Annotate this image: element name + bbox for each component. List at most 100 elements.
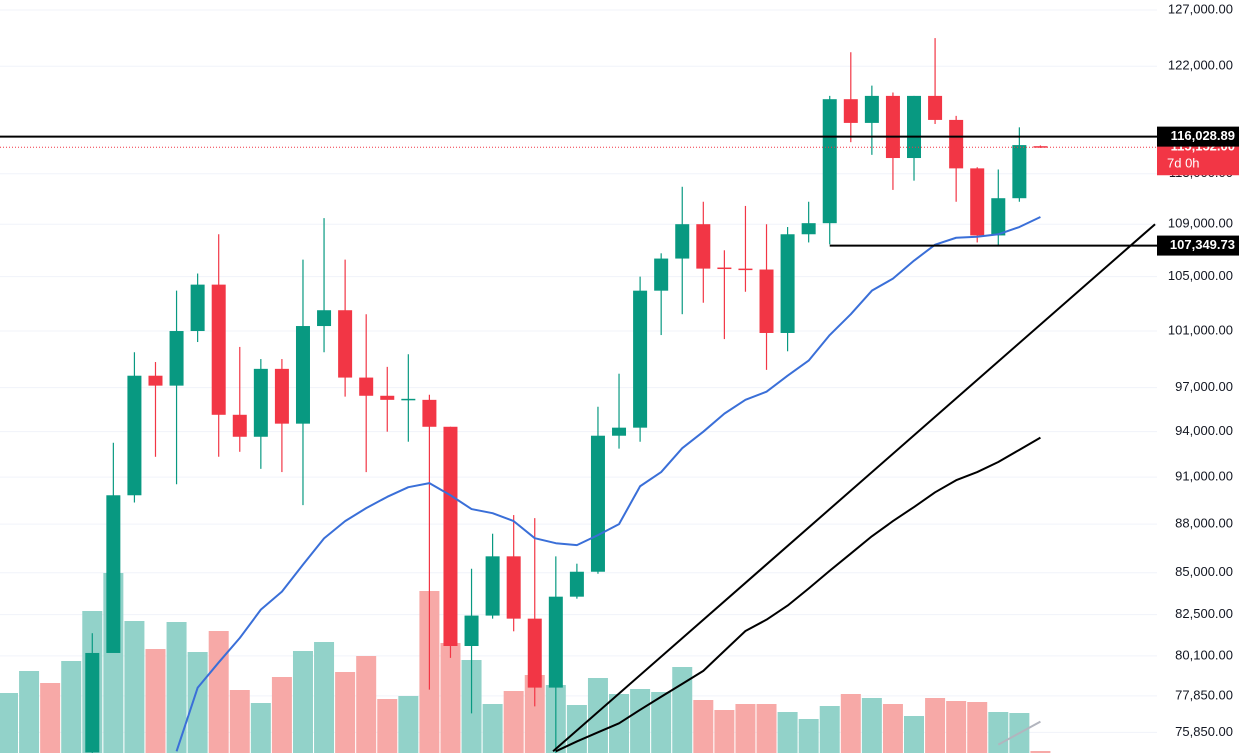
candle-body <box>1012 145 1027 199</box>
volume-bar <box>229 690 250 753</box>
candle-body <box>127 375 142 496</box>
volume-bar <box>250 703 271 753</box>
volume-bar <box>145 649 166 753</box>
candle-body <box>612 427 627 436</box>
candle-body <box>232 414 247 437</box>
candle-body <box>422 399 437 427</box>
volume-bar <box>503 691 524 753</box>
y-tick-label: 127,000.00 <box>1168 1 1233 16</box>
volume-bar <box>19 671 40 753</box>
volume-bar <box>566 705 587 753</box>
y-tick-label: 88,000.00 <box>1175 516 1233 531</box>
volume-bar <box>61 661 82 753</box>
candle-body <box>885 95 900 159</box>
y-tick-label: 85,000.00 <box>1175 564 1233 579</box>
volume-bar <box>292 651 313 753</box>
candle-body <box>907 95 922 159</box>
y-tick-label: 91,000.00 <box>1175 469 1233 484</box>
volume-bar <box>861 698 882 753</box>
y-tick-label: 75,850.00 <box>1175 724 1233 739</box>
y-tick-label: 94,000.00 <box>1175 423 1233 438</box>
volume-bar <box>377 699 398 753</box>
y-tick-label: 109,000.00 <box>1168 216 1233 231</box>
level-price-box <box>1157 126 1239 147</box>
candle-body <box>780 234 795 333</box>
y-tick-label: 101,000.00 <box>1168 322 1233 337</box>
candle-body <box>85 652 100 753</box>
candle-body <box>380 395 395 400</box>
moving-average-line <box>997 720 1041 746</box>
volume-bar <box>840 694 861 753</box>
volume-bar <box>777 712 798 753</box>
candle-body <box>864 95 879 123</box>
volume-bar <box>0 693 18 753</box>
candle-body <box>464 615 479 646</box>
level-price-box <box>1157 235 1239 256</box>
candle-body <box>696 224 711 269</box>
candle-body <box>506 556 521 619</box>
candle-body <box>949 119 964 169</box>
candle-body <box>1033 146 1048 148</box>
moving-average-line <box>555 436 1041 753</box>
candle-body <box>443 426 458 646</box>
candle-body <box>169 331 184 386</box>
y-tick-label: 80,100.00 <box>1175 647 1233 662</box>
candle-body <box>295 326 310 424</box>
y-tick-label: 122,000.00 <box>1168 58 1233 73</box>
candle-body <box>970 168 985 236</box>
volume-bar <box>988 712 1009 753</box>
volume-bar <box>1030 751 1051 753</box>
candle-body <box>654 258 669 291</box>
candle-body <box>211 284 226 415</box>
level-price-label: 107,349.73 <box>1170 237 1235 252</box>
candle-body <box>717 267 732 270</box>
volume-bar <box>356 656 377 753</box>
volume-bar <box>187 652 208 753</box>
candle-body <box>633 290 648 428</box>
volume-bar <box>693 700 714 753</box>
candle-body <box>843 99 858 123</box>
countdown-label: 7d 0h <box>1167 156 1200 171</box>
candle-body <box>928 95 943 120</box>
volume-bar <box>482 704 503 753</box>
volume-bar <box>40 683 61 753</box>
candle-body <box>253 368 268 437</box>
volume-bar <box>630 689 651 753</box>
volume-bar <box>714 710 735 753</box>
y-tick-label: 77,850.00 <box>1175 687 1233 702</box>
candle-body <box>190 284 205 332</box>
moving-average-line <box>175 216 1041 752</box>
candle-body <box>485 556 500 616</box>
candle-body <box>590 435 605 572</box>
candle-body <box>274 368 289 424</box>
volume-bar <box>314 642 335 753</box>
volume-bar <box>925 698 946 753</box>
volume-bar <box>166 622 187 753</box>
candle-body <box>801 223 816 235</box>
volume-bar <box>967 702 988 753</box>
candle-body <box>401 398 416 401</box>
candle-body <box>527 618 542 688</box>
candle-body <box>148 375 163 386</box>
volume-bar <box>735 704 756 753</box>
candle-body <box>822 99 837 224</box>
level-price-label: 116,028.89 <box>1171 128 1235 143</box>
candle-body <box>359 377 374 396</box>
candle-body <box>991 198 1006 236</box>
candle-body <box>675 224 690 259</box>
volume-bar <box>904 716 925 753</box>
volume-bar <box>756 704 777 753</box>
volume-bar <box>882 704 903 753</box>
candle-body <box>738 268 753 271</box>
volume-bar <box>587 678 608 753</box>
volume-bar <box>524 675 545 753</box>
volume-bar <box>798 719 819 753</box>
candle-body <box>759 269 774 333</box>
volume-bar <box>208 631 229 753</box>
volume-bar <box>335 672 356 753</box>
candle-body <box>106 495 121 653</box>
candle-body <box>338 310 353 378</box>
y-tick-label: 105,000.00 <box>1168 268 1233 283</box>
